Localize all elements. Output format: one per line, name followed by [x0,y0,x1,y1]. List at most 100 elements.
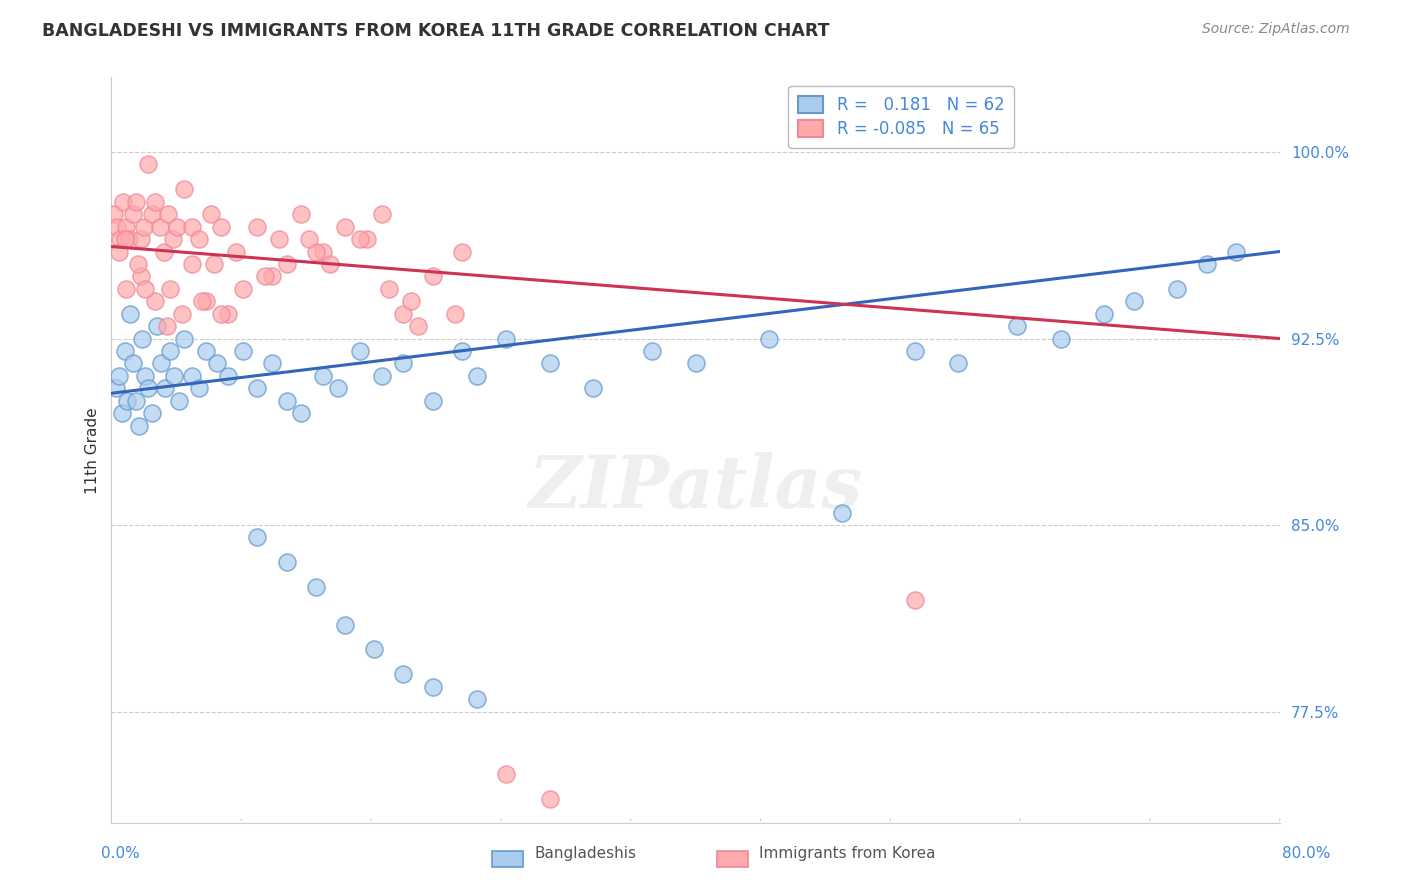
Point [312,368,335,383]
Point [136,157,159,171]
Point [156,319,179,334]
Point [276,555,298,569]
Text: ZIPatlas: ZIPatlas [529,452,863,524]
Point [363,642,385,657]
Point [180,219,202,234]
Point [349,343,371,358]
Point [904,343,927,358]
Point [209,219,232,234]
Point [326,381,349,395]
Point [269,232,291,246]
Point [173,182,195,196]
Point [392,356,415,370]
Point [145,319,167,334]
Point [166,219,188,234]
Point [370,368,392,383]
Point [129,232,152,246]
Point [159,343,181,358]
Point [276,257,298,271]
Point [378,282,401,296]
Point [349,232,371,246]
Point [107,368,129,383]
Point [246,531,269,545]
Point [290,207,312,221]
Point [538,791,561,805]
Point [134,282,156,296]
Point [122,356,145,370]
Point [333,219,356,234]
Point [103,207,125,221]
Point [131,332,153,346]
Point [465,692,488,706]
Point [173,332,195,346]
Point [260,356,283,370]
Legend: R =   0.181   N = 62, R = -0.085   N = 65: R = 0.181 N = 62, R = -0.085 N = 65 [789,86,1014,148]
Point [246,219,269,234]
Point [141,406,163,420]
Point [136,381,159,395]
Point [495,332,517,346]
Point [1195,257,1218,271]
Point [1049,332,1071,346]
Point [180,368,202,383]
Point [188,232,211,246]
Point [422,393,444,408]
Point [115,282,138,296]
Point [125,194,148,209]
Point [232,282,254,296]
Point [111,406,134,420]
Point [225,244,247,259]
Text: 80.0%: 80.0% [1282,847,1330,861]
Point [370,207,392,221]
Point [180,257,202,271]
Point [200,207,222,221]
Point [143,194,166,209]
Point [451,244,474,259]
Point [356,232,378,246]
Point [253,269,276,284]
Point [1166,282,1188,296]
Point [246,381,269,395]
Point [641,343,664,358]
Point [399,294,422,309]
Point [141,207,163,221]
Point [117,393,139,408]
Point [392,667,415,681]
Point [948,356,970,370]
Point [205,356,228,370]
Point [129,269,152,284]
Point [333,617,356,632]
Point [1005,319,1028,334]
Point [495,766,517,780]
Point [188,381,211,395]
Point [276,393,298,408]
Point [150,356,173,370]
Text: BANGLADESHI VS IMMIGRANTS FROM KOREA 11TH GRADE CORRELATION CHART: BANGLADESHI VS IMMIGRANTS FROM KOREA 11T… [42,22,830,40]
Point [451,343,474,358]
Point [112,194,135,209]
Text: 0.0%: 0.0% [101,847,141,861]
Point [904,592,927,607]
Point [465,368,488,383]
Point [163,368,186,383]
Point [155,381,177,395]
Point [538,356,561,370]
Point [582,381,605,395]
Point [107,244,129,259]
Point [1094,307,1116,321]
Point [260,269,283,284]
Point [118,232,141,246]
Point [209,307,232,321]
Point [422,680,444,694]
Point [422,269,444,284]
Text: Source: ZipAtlas.com: Source: ZipAtlas.com [1202,22,1350,37]
Point [115,219,138,234]
Point [232,343,254,358]
Point [1225,244,1247,259]
Point [217,307,239,321]
Point [831,506,853,520]
Point [104,381,127,395]
Point [217,368,239,383]
Point [108,232,131,246]
Point [195,343,218,358]
